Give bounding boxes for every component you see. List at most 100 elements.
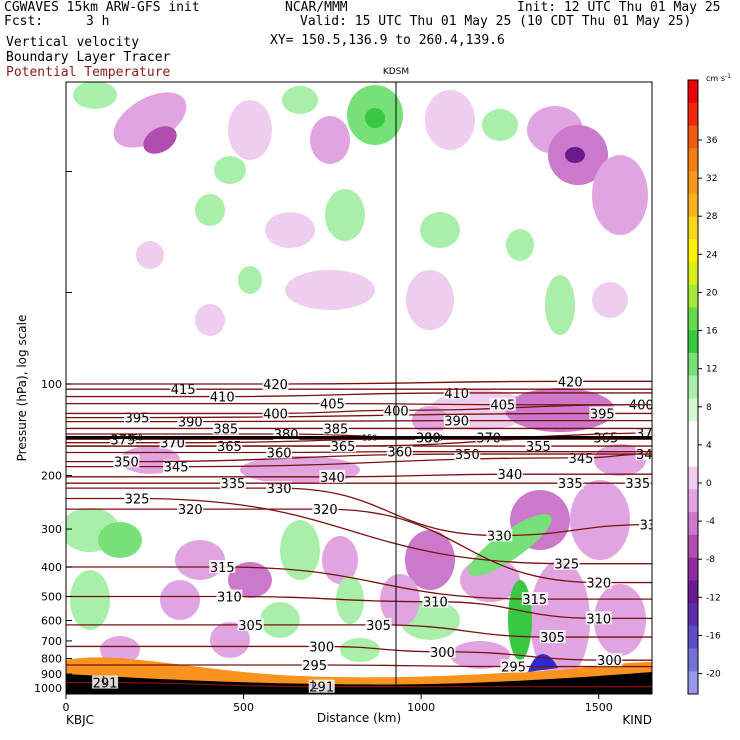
isentrope-label: 370: [160, 437, 185, 452]
isentrope-label: 410: [210, 391, 235, 406]
isentrope-label-bg: [262, 406, 289, 420]
velocity-cell: [70, 570, 110, 630]
cross-section-xy: XY= 150.5,136.9 to 260.4,139.6: [270, 33, 505, 48]
isentrope-label: 300: [430, 646, 455, 661]
isentrope-label: 325: [125, 492, 150, 507]
colorbar-swatch: [688, 125, 698, 149]
colorbar-tick-label: 32: [706, 174, 717, 184]
isentrope-label-bg: [266, 445, 293, 459]
colorbar-swatch: [688, 330, 698, 354]
field-vertical-velocity: Vertical velocity: [6, 35, 140, 50]
velocity-cell: [160, 580, 200, 620]
isentrope-label-bg: [489, 397, 516, 411]
isentrope-label-bg: [219, 476, 246, 490]
isentrope-label-bg: [262, 377, 289, 390]
isentrope-label-bg: [589, 406, 616, 420]
velocity-cell: [195, 304, 225, 336]
isentrope-label-bg: [521, 592, 548, 606]
x-tick-label: 1500: [585, 701, 613, 714]
velocity-cell: [143, 126, 177, 154]
isentrope-label: 390: [178, 416, 203, 431]
isentrope-label-bg: [454, 447, 481, 461]
velocity-cell: [282, 86, 318, 114]
isentrope-label: 320: [313, 503, 338, 518]
colorbar-tick-label: -16: [706, 631, 721, 641]
velocity-cell: [425, 90, 475, 150]
isentrope-label: 291: [309, 681, 334, 696]
fcst-label: Fcst:: [4, 14, 44, 29]
valid-time: Valid: 15 UTC Thu 01 May 25 (10 CDT Thu …: [300, 14, 692, 29]
isentrope-label: 385: [213, 422, 238, 437]
isentrope-label: 420: [558, 375, 583, 390]
isentrope-label-bg: [113, 454, 140, 468]
isentrope-label: 420: [263, 378, 288, 393]
colorbar-swatch: [688, 443, 698, 468]
colorbar-swatch: [688, 580, 698, 604]
isentrope-label: 340: [498, 468, 523, 483]
velocity-cell: [238, 266, 262, 294]
colorbar-tick-label: -12: [706, 593, 721, 603]
colorbar-tick-label: 4: [706, 441, 712, 451]
low-marker: L: [311, 678, 318, 692]
colorbar-swatch: [688, 352, 698, 377]
colorbar-swatch: [688, 421, 698, 445]
isentrope-label: 405: [490, 399, 515, 414]
colorbar-swatch: [688, 261, 698, 286]
isentrope-label-bg: [237, 617, 264, 631]
isentrope-label-bg: [639, 517, 652, 531]
velocity-cell: [405, 530, 455, 590]
isentrope-label: 345: [569, 452, 594, 467]
isentrope-label-bg: [216, 589, 243, 603]
isentrope-label: 320: [586, 577, 611, 592]
colorbar-swatch: [688, 193, 698, 217]
station-right-label: KIND: [622, 713, 652, 727]
velocity-cell: [285, 270, 375, 310]
colorbar-swatch: [688, 216, 698, 240]
colorbar-swatch: [688, 148, 698, 172]
isentrope-label: 305: [540, 631, 565, 646]
velocity-cell: [265, 212, 315, 248]
isentrope-label-bg: [209, 560, 236, 574]
isentrope-label-bg: [635, 426, 652, 440]
colorbar-swatch: [688, 284, 698, 308]
y-tick-label: 900: [41, 668, 62, 681]
plot-frame: [65, 81, 653, 695]
isentrope-label: 335: [558, 477, 583, 492]
colorbar-swatch: [688, 625, 698, 650]
colorbar-swatch: [688, 239, 698, 263]
velocity-cell: [73, 82, 117, 109]
terrain: [66, 672, 652, 694]
isentrope-label: 330: [640, 519, 665, 534]
isentrope-label: 400: [263, 407, 288, 422]
colorbar-swatch: [688, 102, 698, 126]
isentrope-label: 305: [366, 619, 391, 634]
isentrope-label: 315: [210, 561, 235, 576]
x-tick-label: 0: [63, 701, 70, 714]
isentrope-label-bg: [308, 679, 335, 693]
colorbar-swatch: [688, 307, 698, 331]
velocity-cell: [100, 636, 140, 664]
field-boundary-layer-tracer: Boundary Layer Tracer: [6, 50, 171, 65]
velocity-cell: [592, 282, 628, 318]
isentrope-label: 295: [302, 659, 327, 674]
velocity-cell: [214, 156, 246, 184]
isentrope-label: 395: [590, 407, 615, 422]
y-tick-label: 200: [41, 470, 62, 483]
model-title: CGWAVES 15km ARW-GFS init: [4, 0, 200, 15]
isentrope-label: 380: [274, 428, 299, 443]
isentrope-label: 300: [309, 640, 334, 655]
colorbar-tick-label: 12: [706, 365, 717, 375]
y-tick-label: 100: [41, 378, 62, 391]
isentrope-label: 305: [238, 619, 263, 634]
isentrope-label-bg: [486, 528, 513, 542]
isentrope-label-bg: [429, 644, 456, 658]
colorbar-tick-label: 36: [706, 136, 718, 146]
colorbar-swatch: [688, 375, 698, 399]
velocity-cell: [280, 520, 320, 580]
isentrope-label-bg: [330, 439, 357, 453]
y-tick-label: 700: [41, 635, 62, 648]
isentrope-label: 330: [267, 482, 292, 497]
isentrope-label: 335: [221, 477, 246, 492]
isentrope-label-bg: [596, 653, 623, 667]
